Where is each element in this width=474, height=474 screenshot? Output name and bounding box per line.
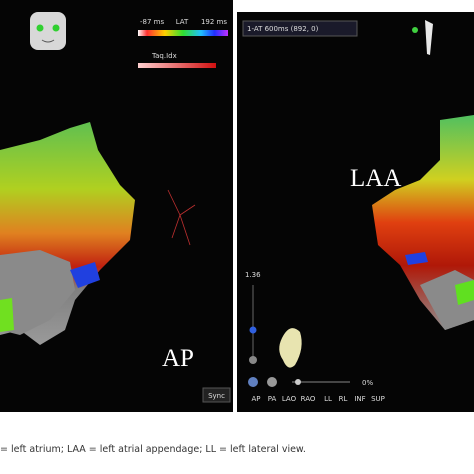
view-button[interactable]: LL xyxy=(324,395,332,403)
lat-label: LAT xyxy=(176,18,189,26)
sync-button[interactable] xyxy=(202,387,231,403)
view-button[interactable]: AP xyxy=(251,395,260,403)
view-label: AP xyxy=(162,345,194,372)
view-button[interactable]: RL xyxy=(339,395,348,403)
zoom-knob[interactable] xyxy=(249,326,257,334)
view-ball[interactable] xyxy=(248,377,258,387)
face-mouth xyxy=(41,39,55,43)
indicator-dot xyxy=(412,27,418,33)
view-buttons: AP PA LAO RAO LL RL INF SUP xyxy=(251,395,384,403)
left-map-green xyxy=(0,298,14,332)
face-eye xyxy=(36,24,44,32)
view-button[interactable]: LAO xyxy=(282,395,297,403)
transparency-value: 0% xyxy=(362,379,373,387)
view-ball[interactable] xyxy=(267,377,277,387)
view-button[interactable]: RAO xyxy=(301,395,316,403)
lat-min: -87 ms xyxy=(140,18,164,26)
map-name[interactable]: 1-AT 600ms (892, 0) xyxy=(247,25,319,33)
tag-colorbar xyxy=(138,63,216,68)
structure-label: LAA xyxy=(350,165,401,192)
tag-label: Taq.Idx xyxy=(151,52,177,60)
sync-text[interactable]: Sync xyxy=(208,392,225,400)
face-icon xyxy=(30,12,66,50)
left-map-gray xyxy=(0,250,75,335)
catheter-icon xyxy=(425,20,433,55)
view-button[interactable]: SUP xyxy=(371,395,385,403)
view-button[interactable]: PA xyxy=(268,395,277,403)
axis-marker xyxy=(167,189,196,246)
view-button[interactable]: INF xyxy=(354,395,365,403)
heart-icon[interactable] xyxy=(279,328,302,368)
right-map-green xyxy=(455,280,474,305)
right-map-blue xyxy=(405,252,428,265)
caption: = left atrium; LAA = left atrial appenda… xyxy=(0,444,306,455)
lat-colorbar xyxy=(138,30,228,36)
zoom-button[interactable] xyxy=(249,356,257,364)
left-map-blue xyxy=(70,262,100,288)
lat-max: 192 ms xyxy=(201,18,227,26)
transparency-knob[interactable] xyxy=(295,379,301,385)
map-dropdown[interactable] xyxy=(242,20,358,37)
face-eye xyxy=(52,24,60,32)
zoom-value: 1.36 xyxy=(245,271,261,279)
